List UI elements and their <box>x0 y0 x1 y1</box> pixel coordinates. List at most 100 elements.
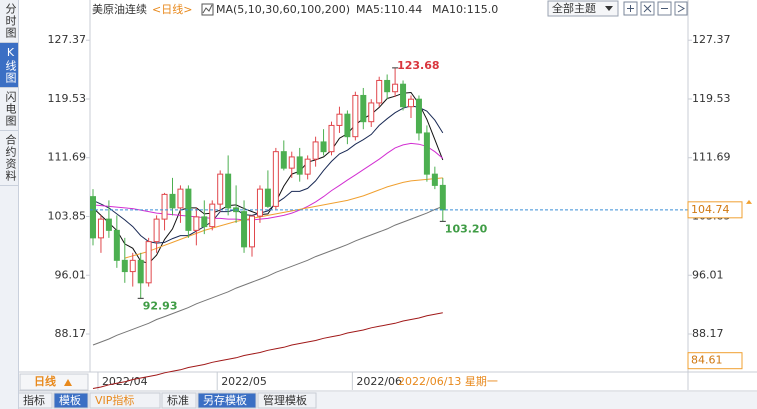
annotation-label: 92.93 <box>143 299 178 312</box>
candle-body <box>336 113 343 126</box>
annotation-label: 103.20 <box>445 222 488 235</box>
sidebar-tab[interactable]: 合约资料 <box>0 131 18 186</box>
candle-body <box>209 203 216 228</box>
toolbar-icons <box>623 1 688 16</box>
candle-body <box>241 211 248 248</box>
candle-body <box>193 216 200 231</box>
candle-body <box>153 218 160 243</box>
candle-body <box>400 83 407 108</box>
theme-button-text: 全部主题 <box>552 1 596 15</box>
candle-body <box>431 173 438 186</box>
indicator: MA(5,10,30,60,100,200) <box>216 3 350 16</box>
candle-body <box>113 229 120 261</box>
candle-body <box>352 94 359 138</box>
ma-line <box>124 177 443 259</box>
period-arrow <box>64 379 72 386</box>
candle-body <box>225 173 232 209</box>
y-tick-label-right: 111.69 <box>692 151 731 164</box>
candle-body <box>201 216 208 228</box>
candle-body <box>169 193 176 209</box>
tab[interactable] <box>161 392 197 409</box>
price-label: 84.61 <box>691 354 723 367</box>
candle-body <box>304 158 311 175</box>
candle-body <box>312 141 319 160</box>
sidebar: 分时图 K线图 闪电图 合约资料 <box>0 0 19 409</box>
candle-body <box>97 218 104 239</box>
tab-label: 模板 <box>59 393 81 407</box>
tab-label: 标准 <box>167 393 189 407</box>
tab[interactable] <box>257 392 317 409</box>
candle-body <box>177 188 184 209</box>
ma-line <box>92 312 443 389</box>
icon-glyphs <box>627 4 685 13</box>
tab-label: 管理模板 <box>263 393 307 407</box>
x-tick-label: 2022/05 <box>221 375 267 388</box>
price-label: 104.74 <box>691 203 730 216</box>
candle-body <box>249 215 255 248</box>
y-tick-label-right: 119.53 <box>692 92 731 105</box>
y-tick-label-left: 119.53 <box>48 92 87 105</box>
candle-body <box>264 188 271 207</box>
candle-body <box>328 124 335 153</box>
candle-body <box>272 151 279 207</box>
dropdown-arrow <box>605 6 613 11</box>
period-selector-text: 日线 <box>34 374 56 388</box>
candle-body <box>288 156 295 169</box>
tab[interactable] <box>53 392 89 409</box>
candle-body <box>296 156 303 175</box>
candle-body <box>280 151 287 169</box>
candle-body <box>439 184 446 211</box>
y-tick-label-left: 96.01 <box>55 268 87 281</box>
candle-body <box>90 196 96 239</box>
price-box <box>687 201 743 219</box>
candle-body <box>344 113 351 138</box>
y-tick-label-right: 96.01 <box>692 268 724 281</box>
y-tick-label-right: 88.17 <box>692 327 724 340</box>
ma10-value: MA10:115.0 <box>432 3 498 16</box>
theme-button[interactable] <box>547 0 619 17</box>
y-tick-label-right: 127.37 <box>692 33 731 46</box>
ma-line <box>92 205 443 346</box>
sidebar-tab[interactable]: 闪电图 <box>0 88 18 131</box>
candle-body <box>384 79 391 93</box>
period: <日线> <box>152 2 192 16</box>
candle-body <box>256 188 263 217</box>
ma-icon-line <box>202 4 213 14</box>
annotation-label: 123.68 <box>397 59 439 72</box>
tab[interactable] <box>89 392 161 409</box>
candle-body <box>320 141 327 153</box>
candle-body <box>137 259 144 284</box>
candle-body <box>161 193 168 220</box>
sidebar-tab[interactable]: K线图 <box>0 43 18 88</box>
ma5-value: MA5:110.44 <box>356 3 422 16</box>
y-tick-label-left: 127.37 <box>48 33 87 46</box>
icon-button[interactable] <box>674 1 688 16</box>
candle-body <box>408 98 414 108</box>
plot-area: 127.37 127.37 119.53 119.53 111.69 111.69 103.… <box>48 33 752 390</box>
price-arrow <box>746 199 752 204</box>
tab[interactable] <box>197 392 257 409</box>
candle-body <box>392 83 399 93</box>
candle-body <box>121 259 128 273</box>
sidebar-tab[interactable]: 分时图 <box>0 0 18 43</box>
candle-body <box>145 241 152 284</box>
y-tick-label-left: 88.17 <box>55 327 87 340</box>
tabs: 指标 模板 VIP指标 标准 另存模板 管理模板 <box>17 392 317 409</box>
candle-body <box>415 98 422 134</box>
candle-body <box>105 218 112 231</box>
x-tick-label: 2022/06 <box>356 375 402 388</box>
tab-label: VIP指标 <box>95 393 134 407</box>
cursor-date: 2022/06/13 星期一 <box>398 375 498 388</box>
candle-body <box>376 79 383 104</box>
tab-label: 另存模板 <box>203 393 247 407</box>
y-tick-label-left: 103.85 <box>48 209 87 222</box>
tab-label: 指标 <box>23 393 45 407</box>
candle-body <box>129 259 136 273</box>
candle-body <box>423 132 430 175</box>
symbol: 美原油连续 <box>92 2 147 16</box>
candle-body <box>360 94 367 123</box>
y-tick-label-left: 111.69 <box>48 151 87 164</box>
price-box <box>687 352 743 370</box>
